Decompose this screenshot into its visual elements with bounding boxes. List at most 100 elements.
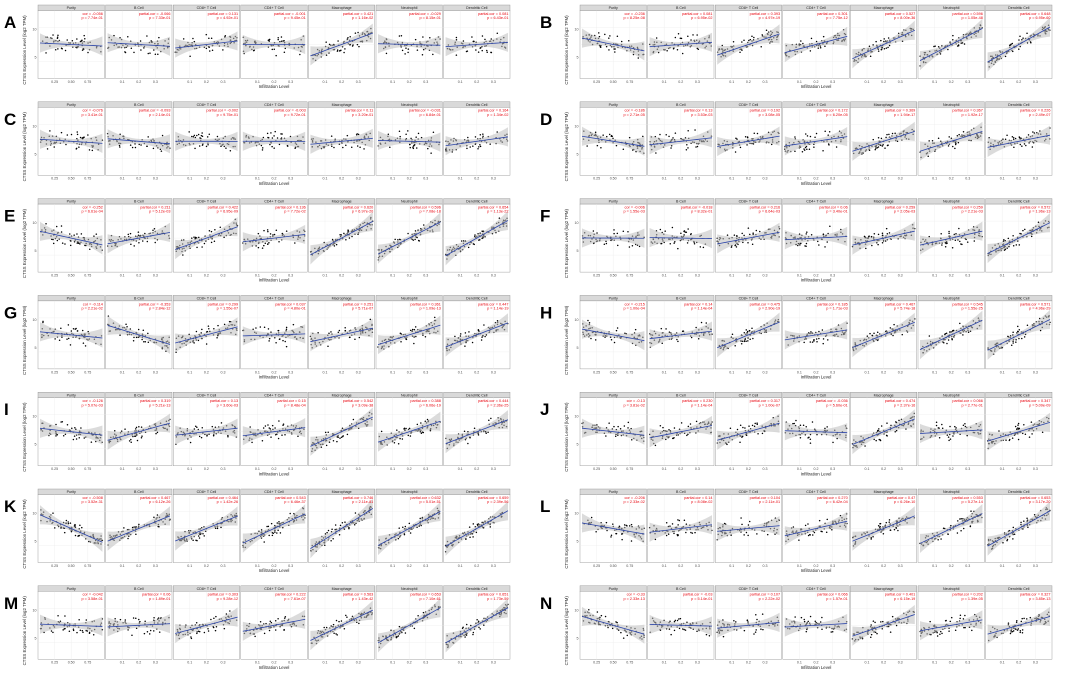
facet-title: Purity — [67, 297, 76, 301]
x-tick-label: 0.1 — [1000, 80, 1005, 84]
data-point — [937, 46, 940, 48]
data-point — [67, 337, 70, 340]
data-point — [928, 335, 931, 337]
data-point — [278, 241, 280, 243]
data-point — [459, 335, 462, 337]
data-point — [335, 243, 338, 246]
data-point — [659, 228, 662, 231]
data-point — [193, 40, 196, 43]
data-point — [901, 333, 903, 336]
data-point — [354, 32, 357, 34]
data-point — [600, 147, 602, 149]
p-value: p = 4.80e-01 — [284, 307, 305, 311]
data-point — [398, 130, 401, 132]
x-tick-label: 0.2 — [474, 370, 479, 374]
data-point — [133, 51, 135, 54]
data-point — [359, 146, 361, 148]
y-tick-label: 10 — [33, 124, 37, 128]
x-tick-label: 0.3 — [221, 177, 226, 181]
x-tick-label: 0.1 — [323, 80, 328, 84]
y-tick-label: 10 — [575, 221, 579, 225]
x-tick-label: 0.75 — [84, 80, 91, 84]
data-point — [146, 35, 148, 37]
correlation-value: partial.cor = -0.066 — [139, 12, 171, 16]
data-point — [413, 342, 415, 345]
data-point — [946, 342, 948, 345]
data-point — [466, 147, 468, 150]
facet-title: CD4+ T Cell — [264, 6, 284, 10]
data-point — [399, 135, 401, 138]
data-point — [84, 38, 86, 40]
data-point — [685, 149, 688, 151]
data-point — [127, 36, 129, 38]
data-point — [55, 423, 57, 426]
x-tick-label: 0.2 — [746, 80, 751, 84]
data-point — [405, 338, 408, 341]
data-point — [140, 144, 142, 146]
data-point — [671, 226, 674, 229]
data-point — [430, 152, 432, 154]
x-tick-label: 0.3 — [763, 80, 768, 84]
data-point — [455, 39, 458, 41]
data-point — [475, 49, 477, 51]
data-point — [407, 48, 410, 50]
data-point — [821, 329, 824, 331]
data-point — [744, 136, 747, 138]
x-tick-label: 0.50 — [68, 274, 75, 278]
data-point — [603, 243, 606, 245]
data-point — [137, 328, 140, 331]
data-point — [1019, 35, 1021, 38]
data-point — [1011, 135, 1014, 138]
panel-label: I — [4, 400, 9, 419]
data-point — [957, 141, 960, 144]
data-point — [686, 242, 689, 244]
data-point — [872, 44, 874, 46]
p-value: p = 1.55e-25 — [961, 307, 982, 311]
data-point — [152, 147, 155, 150]
data-point — [133, 245, 135, 247]
data-point — [208, 328, 210, 330]
data-point — [277, 38, 279, 41]
data-point — [268, 242, 270, 244]
data-point — [1022, 37, 1024, 39]
data-point — [822, 338, 825, 340]
x-tick-label: 0.2 — [204, 177, 209, 181]
data-point — [608, 37, 610, 39]
correlation-value: partial.cor = 0.172 — [817, 109, 848, 113]
data-point — [876, 331, 879, 334]
data-point — [954, 143, 957, 146]
correlation-value: partial.cor = -0.029 — [409, 12, 441, 16]
data-point — [147, 332, 149, 335]
data-point — [875, 147, 877, 149]
data-point — [271, 137, 274, 139]
data-point — [696, 47, 699, 50]
data-point — [822, 150, 824, 152]
data-point — [1002, 138, 1004, 140]
data-point — [1030, 41, 1032, 44]
x-tick-label: 0.1 — [865, 370, 870, 374]
data-point — [702, 246, 705, 249]
x-tick-label: 0.1 — [865, 177, 870, 181]
p-value: p = 6.20e-05 — [826, 113, 847, 117]
x-tick-label: 0.2 — [678, 80, 683, 84]
fit-line — [310, 32, 373, 57]
data-point — [477, 147, 479, 150]
data-point — [285, 345, 288, 348]
data-point — [344, 329, 347, 332]
p-value: p = 2.21e-02 — [81, 307, 102, 311]
x-axis-title: Infiltration Level — [259, 375, 290, 380]
data-point — [737, 243, 739, 246]
data-point — [220, 145, 222, 147]
data-point — [617, 244, 619, 247]
p-value: p = 8.25e-08 — [623, 16, 644, 20]
data-point — [956, 45, 959, 47]
data-point — [191, 237, 193, 239]
data-point — [655, 37, 658, 39]
data-point — [741, 232, 743, 235]
x-tick-label: 0.3 — [423, 80, 428, 84]
data-point — [207, 325, 210, 327]
